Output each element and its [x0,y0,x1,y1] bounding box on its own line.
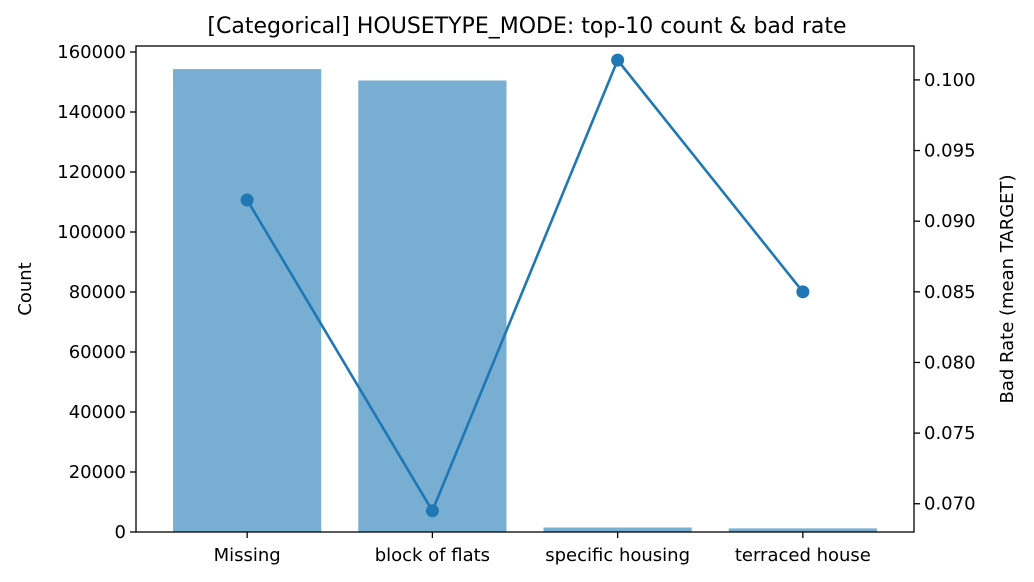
bad-rate-point-1 [425,504,439,518]
y2-tick-label-6: 0.100 [924,70,976,91]
left-axis: 0 20000 40000 60000 80000 100000 120000 140000 1… [57,42,136,543]
y2-tick-label-3: 0.085 [924,282,976,303]
y-tick-label-1: 20000 [69,462,126,483]
y-tick-label-6: 120000 [57,162,126,183]
bar-1 [358,80,507,532]
y2-tick-label-5: 0.095 [924,141,976,162]
line-layer [240,53,810,518]
bad-rate-point-2 [611,53,625,67]
y-tick-label-8: 160000 [57,42,126,63]
y-axis-label: Count [15,262,36,315]
chart-title: [Categorical] HOUSETYPE_MODE: top-10 cou… [207,14,846,39]
bad-rate-line [246,57,804,514]
y2-tick-label-4: 0.090 [924,211,976,232]
bar-3 [728,528,877,532]
y-tick-label-5: 100000 [57,222,126,243]
bar-2 [543,527,692,532]
y2-axis-label: Bad Rate (mean TARGET) [997,174,1018,403]
x-tick-label-0: Missing [214,545,281,566]
x-tick-label-3: terraced house [735,545,871,566]
bars-layer [173,69,877,532]
y2-tick-label-0: 0.070 [924,494,976,515]
x-tick-label-1: block of flats [375,545,490,566]
bar-0 [173,69,322,532]
y2-tick-label-2: 0.080 [924,352,976,373]
y2-tick-label-1: 0.075 [924,423,976,444]
y-tick-label-3: 60000 [69,342,126,363]
y-tick-label-0: 0 [115,522,126,543]
plot-frame [135,45,915,533]
x-tick-label-2: specific housing [545,545,690,566]
right-axis: 0.070 0.075 0.080 0.085 0.090 0.095 0.100 [914,70,976,515]
y-tick-label-2: 40000 [69,402,126,423]
y-tick-label-7: 140000 [57,102,126,123]
x-axis: Missing block of flats specific housing ter… [214,532,871,566]
bad-rate-point-0 [240,193,254,207]
bad-rate-point-3 [796,285,810,299]
y-tick-label-4: 80000 [69,282,126,303]
